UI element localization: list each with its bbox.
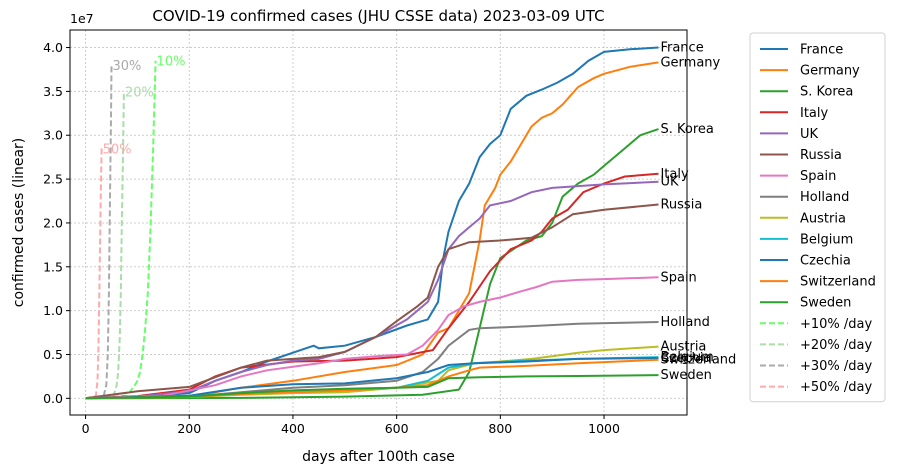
series-end-label: Italy [660, 167, 689, 182]
y-tick-label: 0.0 [43, 391, 63, 406]
legend-entry-label: Czechia [800, 254, 851, 269]
series-line [85, 180, 659, 400]
y-tick-label: 3.0 [43, 128, 63, 143]
series-end-label: Sweden [660, 368, 711, 383]
reference-line [85, 60, 157, 400]
legend-entry-label: Belgium [800, 232, 853, 247]
x-tick-label: 800 [488, 421, 512, 436]
x-axis: 0 200 400 600 800 1000 [82, 415, 620, 436]
chart-title: COVID-19 confirmed cases (JHU CSSE data)… [152, 7, 604, 25]
legend-entry-label: +10% /day [800, 317, 873, 332]
series-end-label: Germany [660, 55, 720, 70]
series-line [85, 276, 659, 400]
legend-entry-label: France [800, 43, 843, 58]
x-tick-label: 0 [82, 421, 90, 436]
series-end-label: Switzerland [660, 353, 736, 368]
series-end-label: France [660, 41, 703, 56]
x-tick-label: 600 [385, 421, 409, 436]
y-tick-label: 2.0 [43, 215, 63, 230]
series-line [85, 46, 659, 400]
legend-entry-label: Russia [800, 148, 842, 163]
series-end-label: Czechia [660, 351, 711, 366]
reference-line [85, 91, 125, 400]
x-axis-label: days after 100th case [302, 449, 455, 465]
reference-line-label: 30% [112, 59, 141, 74]
legend-entry-label: +30% /day [800, 359, 873, 374]
y-axis-offset-text: 1e7 [70, 11, 94, 26]
y-tick-label: 0.5 [43, 347, 63, 362]
x-tick-label: 1000 [588, 421, 620, 436]
legend-entry-label: +50% /day [800, 380, 873, 395]
x-tick-label: 400 [281, 421, 305, 436]
legend-entry-label: Sweden [800, 296, 851, 311]
legend-entry-label: S. Korea [800, 85, 853, 100]
legend-entry-label: Spain [800, 169, 836, 184]
legend-entry-label: Switzerland [800, 275, 876, 290]
series-line [85, 128, 659, 400]
legend-entry-label: Holland [800, 190, 849, 205]
reference-line-label: 10% [157, 55, 186, 70]
legend-entry-label: UK [800, 127, 819, 142]
y-tick-label: 2.5 [43, 172, 63, 187]
legend-entry-label: Austria [800, 211, 846, 226]
legend-entry-label: Germany [800, 64, 860, 79]
reference-line-label: 50% [103, 142, 132, 157]
series-line [85, 172, 659, 400]
y-axis-label: confirmed cases (linear) [11, 138, 27, 308]
series-line [85, 61, 659, 400]
y-tick-label: 3.5 [43, 84, 63, 99]
series-end-label: Russia [660, 198, 702, 213]
reference-line [85, 148, 103, 400]
legend: France Germany S. Korea Italy UK Russia Spain H… [749, 32, 886, 403]
reference-line [85, 65, 113, 400]
series-end-label: Holland [660, 315, 709, 330]
series-line [85, 357, 659, 400]
series-line [85, 374, 659, 400]
y-axis: 0.0 0.5 1.0 1.5 2.0 2.5 3.0 3.5 4.0 [43, 40, 70, 406]
series-end-label: UK [660, 175, 679, 190]
legend-entry-label: +20% /day [800, 338, 873, 353]
legend-box [749, 32, 886, 403]
grid-lines [70, 30, 687, 415]
series-end-label: Spain [660, 270, 696, 285]
reference-line-label: 20% [125, 85, 154, 100]
y-tick-label: 4.0 [43, 40, 63, 55]
series-line [85, 321, 659, 400]
series-layer [85, 46, 659, 400]
series-end-label: Austria [660, 340, 706, 355]
y-tick-label: 1.5 [43, 259, 63, 274]
y-tick-label: 1.0 [43, 303, 63, 318]
series-line [85, 203, 659, 400]
legend-entry-label: Italy [800, 106, 829, 121]
x-tick-label: 200 [177, 421, 201, 436]
